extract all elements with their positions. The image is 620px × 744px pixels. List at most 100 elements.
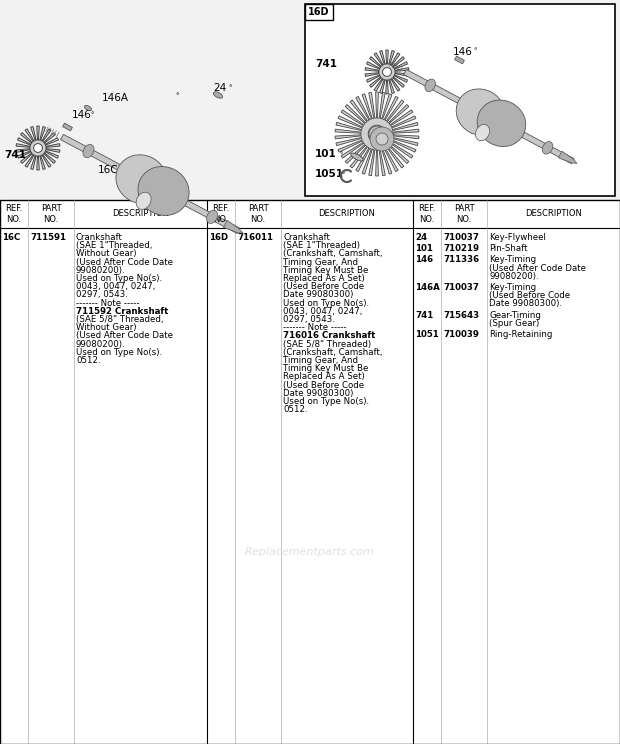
Text: °: °	[341, 172, 345, 178]
Ellipse shape	[206, 211, 218, 223]
Text: 146A: 146A	[102, 93, 129, 103]
Text: (Used Before Code: (Used Before Code	[489, 291, 570, 300]
Text: Key-Timing: Key-Timing	[489, 255, 536, 264]
Text: (Used After Code Date: (Used After Code Date	[76, 257, 173, 266]
Ellipse shape	[351, 153, 363, 161]
Text: Timing Key Must Be: Timing Key Must Be	[283, 266, 368, 275]
Text: Used on Type No(s).: Used on Type No(s).	[283, 298, 369, 307]
Text: PART
NO.: PART NO.	[247, 205, 268, 224]
Text: (Used Before Code: (Used Before Code	[283, 282, 364, 291]
Text: (SAE 1"Threaded,: (SAE 1"Threaded,	[76, 241, 153, 250]
Text: Replaced As A Set): Replaced As A Set)	[283, 373, 365, 382]
Text: Date 99080300).: Date 99080300).	[489, 299, 562, 309]
Text: °: °	[175, 93, 179, 99]
Text: Without Gear): Without Gear)	[76, 249, 136, 258]
Text: (Used After Code Date: (Used After Code Date	[76, 331, 173, 341]
Text: 741: 741	[315, 59, 337, 69]
Text: (Used Before Code: (Used Before Code	[283, 381, 364, 390]
Text: 146: 146	[72, 110, 92, 120]
Text: PART
NO.: PART NO.	[41, 205, 61, 224]
Bar	[0, 200, 620, 744]
Text: Timing Gear, And: Timing Gear, And	[283, 356, 358, 365]
Bar	[0, 0, 620, 200]
Ellipse shape	[456, 89, 505, 135]
Text: ------- Note -----: ------- Note -----	[283, 323, 347, 333]
Text: ------- Note -----: ------- Note -----	[76, 298, 140, 307]
Text: 716011: 716011	[237, 233, 273, 242]
Text: Date 99080300): Date 99080300)	[283, 290, 353, 299]
Circle shape	[370, 127, 394, 151]
Text: 711336: 711336	[443, 255, 479, 264]
Text: 101: 101	[415, 244, 433, 253]
Bar	[305, 4, 333, 20]
Text: 710039: 710039	[443, 330, 479, 339]
Text: DESCRIPTION: DESCRIPTION	[319, 210, 376, 219]
Ellipse shape	[84, 106, 92, 111]
Text: Key-Timing: Key-Timing	[489, 283, 536, 292]
Ellipse shape	[116, 155, 167, 204]
Text: 16D: 16D	[308, 7, 330, 17]
Text: 711592 Crankshaft: 711592 Crankshaft	[76, 307, 169, 315]
Text: 0297, 0543.: 0297, 0543.	[76, 290, 128, 299]
Ellipse shape	[476, 124, 490, 141]
Circle shape	[369, 126, 385, 142]
Text: 99080200).: 99080200).	[489, 272, 539, 280]
Text: 715643: 715643	[443, 310, 479, 320]
Text: (Spur Gear): (Spur Gear)	[489, 318, 539, 328]
Text: Used on Type No(s).: Used on Type No(s).	[76, 274, 162, 283]
Text: 741: 741	[415, 310, 433, 320]
Text: 710037: 710037	[443, 283, 479, 292]
Text: 101: 101	[315, 149, 337, 159]
Text: (Crankshaft, Camshaft,: (Crankshaft, Camshaft,	[283, 347, 383, 357]
Polygon shape	[365, 50, 409, 94]
Text: (SAE 5/8" Threaded): (SAE 5/8" Threaded)	[283, 339, 371, 349]
Text: DESCRIPTION: DESCRIPTION	[112, 210, 169, 219]
Text: Timing Gear, And: Timing Gear, And	[283, 257, 358, 266]
Text: °: °	[339, 152, 342, 158]
Text: 16C: 16C	[98, 165, 118, 175]
Text: 741: 741	[4, 150, 26, 160]
Text: Used on Type No(s).: Used on Type No(s).	[283, 397, 369, 406]
Text: 24: 24	[213, 83, 226, 93]
Circle shape	[376, 133, 388, 145]
Text: Key-Flywheel: Key-Flywheel	[489, 233, 546, 242]
Text: 99080200).: 99080200).	[76, 266, 126, 275]
Text: 1051: 1051	[415, 330, 439, 339]
Text: 716016 Crankshaft: 716016 Crankshaft	[283, 331, 375, 341]
Polygon shape	[368, 125, 386, 143]
Ellipse shape	[213, 92, 223, 98]
Ellipse shape	[477, 100, 526, 147]
Bar	[305, 4, 615, 196]
Bar	[63, 123, 73, 131]
Ellipse shape	[136, 192, 151, 209]
Text: °: °	[228, 85, 231, 91]
Polygon shape	[61, 135, 240, 234]
Text: Without Gear): Without Gear)	[76, 323, 136, 333]
Text: 0297, 0543.: 0297, 0543.	[283, 315, 335, 324]
Text: Date 99080300): Date 99080300)	[283, 389, 353, 398]
Text: Pin-Shaft: Pin-Shaft	[489, 244, 528, 253]
Text: Crankshaft: Crankshaft	[283, 233, 330, 242]
Text: 0512.: 0512.	[283, 405, 308, 414]
Ellipse shape	[83, 144, 94, 158]
Text: DESCRIPTION: DESCRIPTION	[525, 210, 582, 219]
Polygon shape	[383, 68, 391, 77]
Text: 710219: 710219	[443, 244, 479, 253]
Polygon shape	[16, 126, 60, 170]
Text: Ring-Retaining: Ring-Retaining	[489, 330, 552, 339]
Text: 24: 24	[415, 233, 427, 242]
Polygon shape	[559, 151, 577, 164]
Text: REF.
NO.: REF. NO.	[213, 205, 229, 224]
Text: Replacementparts.com: Replacementparts.com	[245, 547, 375, 557]
Ellipse shape	[138, 167, 189, 216]
Text: 710037: 710037	[443, 233, 479, 242]
Text: °: °	[90, 112, 94, 118]
Text: 0043, 0047, 0247,: 0043, 0047, 0247,	[76, 282, 156, 291]
Polygon shape	[335, 92, 419, 176]
Ellipse shape	[425, 79, 435, 92]
Text: 16C: 16C	[2, 233, 20, 242]
Text: PART
NO.: PART NO.	[454, 205, 474, 224]
Text: (Used After Code Date: (Used After Code Date	[489, 263, 586, 272]
Text: Crankshaft: Crankshaft	[76, 233, 123, 242]
Text: 146A: 146A	[415, 283, 440, 292]
